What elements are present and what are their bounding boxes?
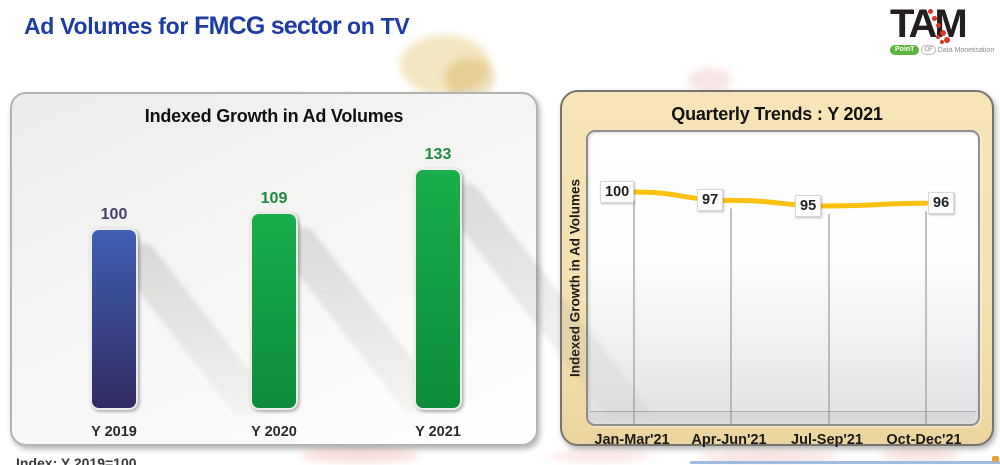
bar-value-label: 133 <box>424 146 452 163</box>
logo-red-dot <box>940 40 944 44</box>
bar-chart-title: Indexed Growth in Ad Volumes <box>144 106 404 126</box>
bar-chart-panel: Indexed Growth in Ad Volumes 100 Y 2019 10… <box>10 92 654 446</box>
trend-line-svg <box>631 189 929 424</box>
bar-value-label: 100 <box>100 206 128 223</box>
x-tick-label: Apr-Jun'21 <box>691 432 767 448</box>
trend-line <box>631 189 929 209</box>
logo-red-dot <box>936 35 940 39</box>
logo-tagline-pill: PoinT <box>890 45 920 55</box>
line-chart-panel: Quarterly Trends : Y 2021 Indexed Growth… <box>560 90 994 448</box>
bar-y-2020 <box>250 212 298 410</box>
x-tick-label: Y 2019 <box>91 424 137 440</box>
logo-red-dot <box>940 30 946 36</box>
watermark-strip <box>690 461 1000 464</box>
x-tick-label: Oct-Dec'21 <box>886 432 962 448</box>
page-title-emphasis: FMCG sector <box>194 12 342 40</box>
data-point-label: 95 <box>795 195 822 217</box>
tam-logo-wordmark: TAM <box>890 2 968 46</box>
watermark-blob <box>300 448 420 462</box>
x-tick-label: Y 2020 <box>251 424 297 440</box>
x-tick-label: Jul-Sep'21 <box>791 432 863 448</box>
x-tick-label: Y 2021 <box>415 424 461 440</box>
watermark-dot <box>992 456 999 462</box>
tam-logo-tagline: PoinT OF Data Monetisation <box>890 45 994 55</box>
watermark-blob <box>400 35 490 95</box>
watermark-blob <box>880 449 960 461</box>
bar-y-2019 <box>90 228 138 410</box>
x-tick-label: Jan-Mar'21 <box>594 432 670 448</box>
bar-plot-area: 100 Y 2019 109 Y 2020 133 Y 2021 <box>12 94 654 444</box>
data-point-label: 96 <box>928 192 955 215</box>
logo-red-dot <box>944 37 950 43</box>
logo-tagline-of: OF <box>921 45 936 55</box>
tam-logo: TAM PoinT OF Data Monetisation <box>890 2 994 55</box>
data-point-label: 100 <box>600 181 635 203</box>
logo-red-dot <box>928 9 933 14</box>
footnote: Index: Y 2019=100 <box>16 455 137 465</box>
page-title: Ad Volumes for FMCG sector on TV <box>24 12 410 40</box>
line-plot-area: 100 97 95 96 <box>586 130 980 426</box>
plot-floor <box>590 411 976 422</box>
watermark-blob <box>550 450 650 462</box>
logo-tagline-text: Data Monetisation <box>937 46 995 54</box>
data-point-label: 97 <box>697 189 724 212</box>
line-chart-title: Quarterly Trends : Y 2021 <box>671 104 883 124</box>
bar-value-label: 109 <box>260 190 288 207</box>
logo-red-dot <box>932 16 937 21</box>
watermark-blob <box>688 68 732 92</box>
bar-y-2021 <box>414 168 462 410</box>
logo-red-dot <box>936 23 941 28</box>
